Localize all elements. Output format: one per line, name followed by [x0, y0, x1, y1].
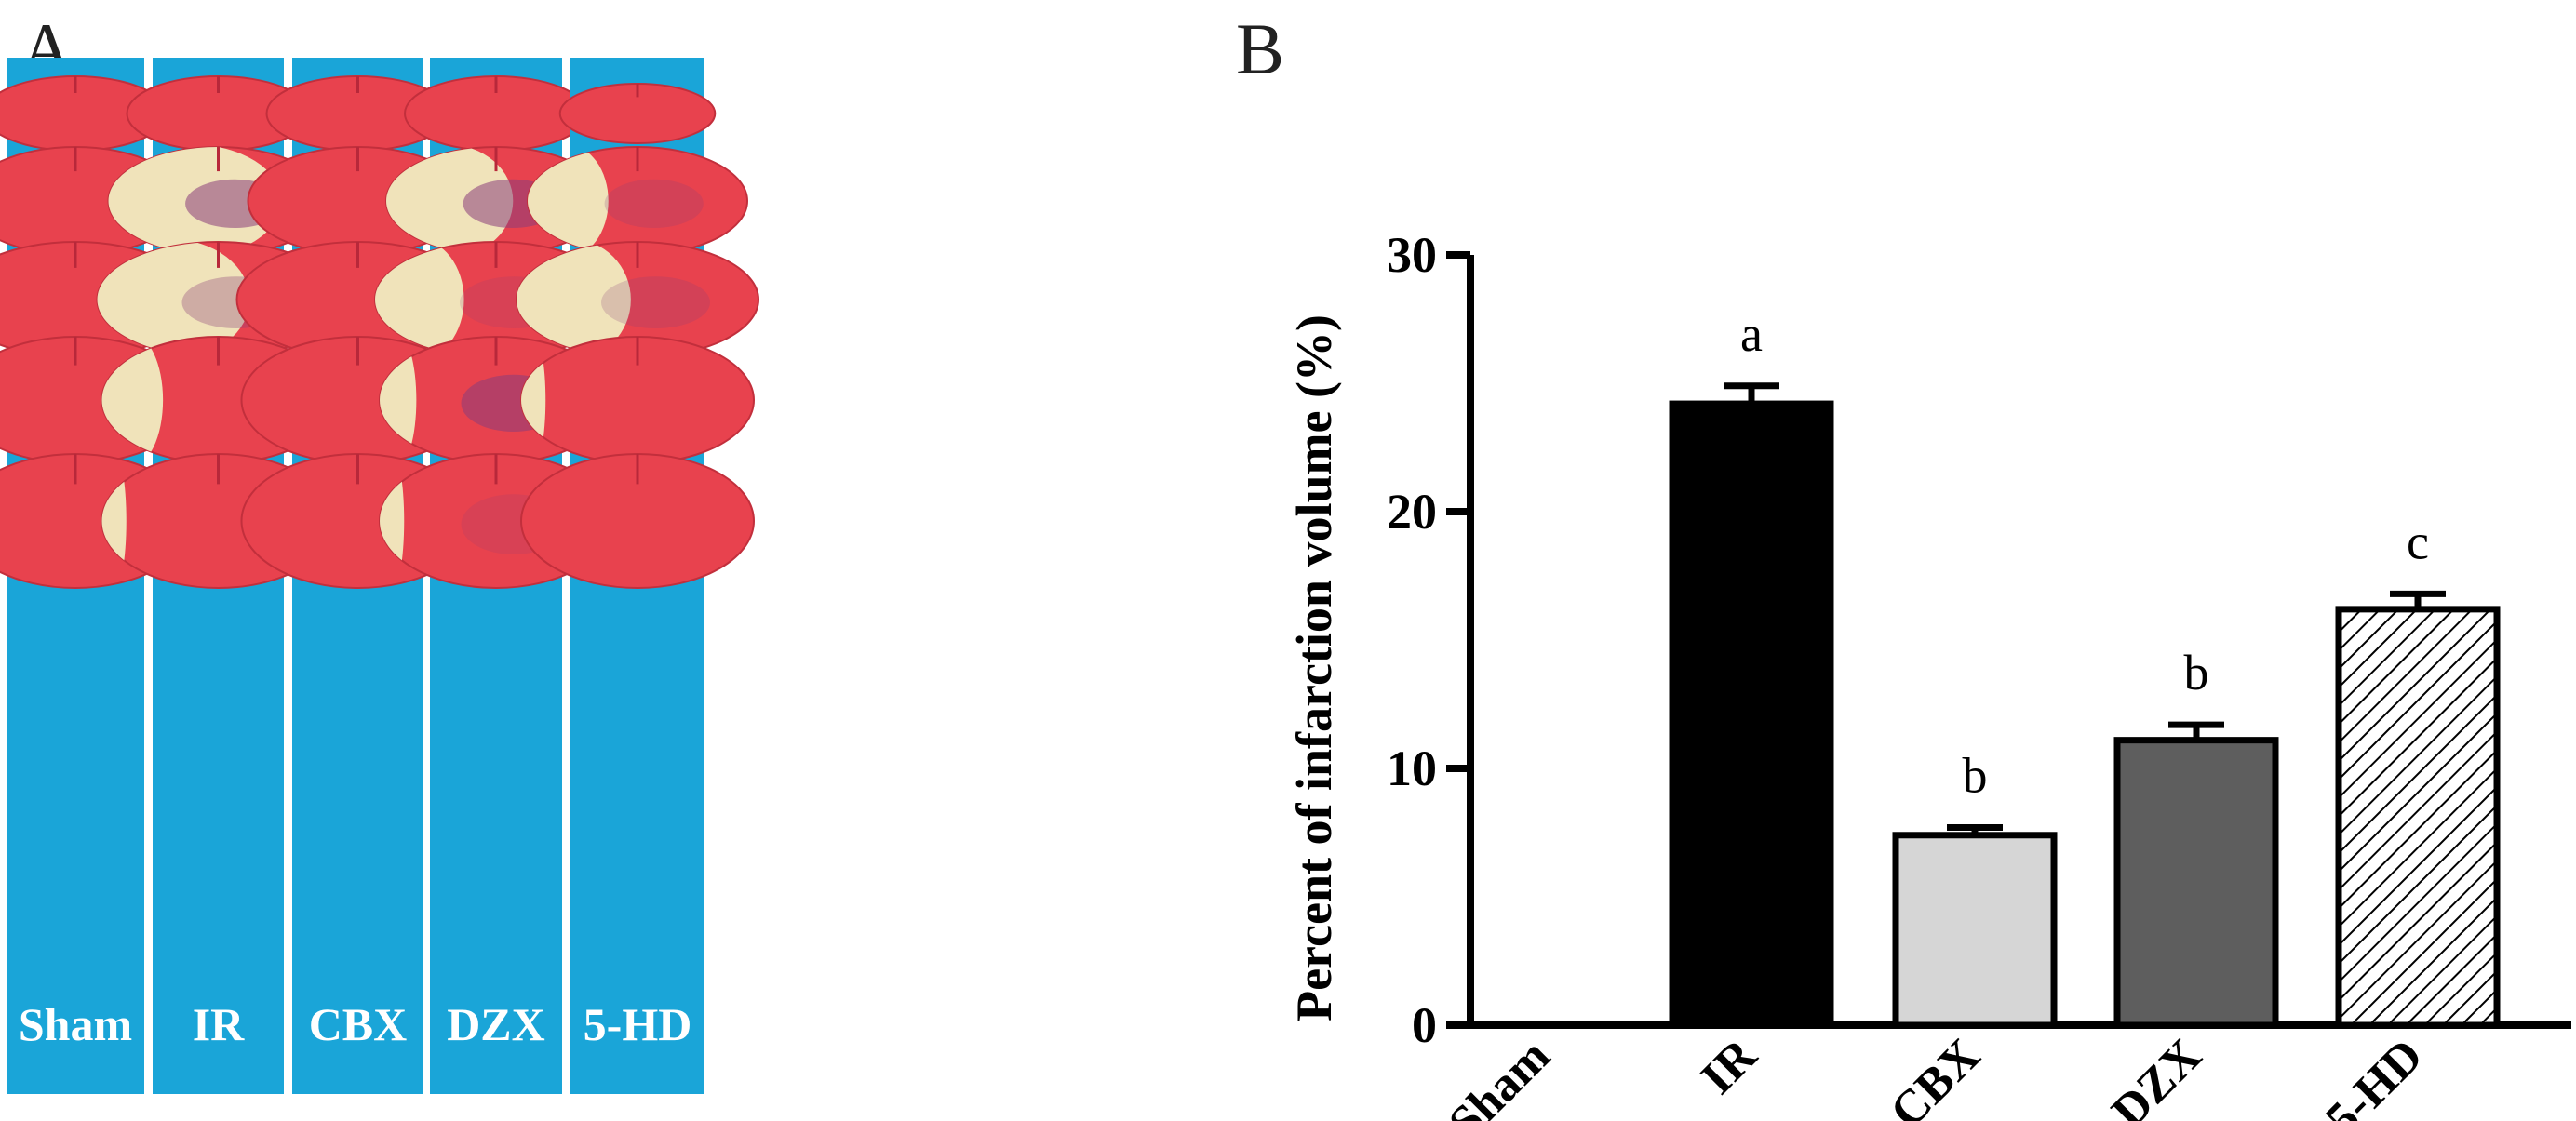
y-tick-label: 0: [1412, 997, 1437, 1053]
error-bar-ir: [1724, 382, 1779, 405]
bar-cbx: [1892, 832, 2058, 1029]
group-label-sham: Sham: [19, 998, 132, 1050]
y-tick-label: 10: [1387, 741, 1437, 796]
brain-slice: [520, 453, 755, 589]
y-axis-label: Percent of infarction volume (%): [1286, 314, 1342, 1021]
significance-label-ir: a: [1740, 306, 1763, 362]
group-label-cbx: CBX: [309, 998, 408, 1050]
significance-label-5-hd: c: [2407, 514, 2429, 569]
error-bar-cbx: [1947, 823, 2003, 835]
group-label-5-hd: 5-HD: [584, 998, 692, 1050]
brain-slice: [558, 83, 717, 144]
x-tick-label-5-hd: 5-HD: [2315, 1029, 2433, 1121]
infarction-volume-chart: 0 10 20 30 Percent of infarction volume (%) S…: [1286, 227, 2571, 1121]
x-tick-label-dzx: DZX: [2102, 1029, 2212, 1121]
y-tick-label: 30: [1387, 227, 1437, 283]
brain-slice: [527, 146, 748, 256]
brain-slices-photo: Sham IR CBX DZX 5-HD: [0, 58, 759, 1094]
significance-label-cbx: b: [1963, 747, 1988, 803]
panel-a-brain-slices: A Sham IR CBX DZX 5-HD: [0, 0, 1238, 1121]
error-bar-5-hd: [2390, 590, 2446, 609]
y-tick-label: 20: [1387, 484, 1437, 540]
significance-label-dzx: b: [2184, 645, 2209, 701]
x-tick-label-cbx: CBX: [1881, 1029, 1991, 1121]
group-label-ir: IR: [193, 998, 245, 1050]
bar-dzx: [2113, 737, 2279, 1029]
bar-5-hd: [2335, 606, 2501, 1029]
panel-b-bar-chart: B 0 10 20 30 Percent of infarction volume (%…: [1236, 0, 2576, 1121]
x-tick-label-ir: IR: [1691, 1028, 1767, 1104]
error-bar-dzx: [2168, 721, 2224, 741]
bar-ir: [1669, 400, 1834, 1029]
x-tick-label-sham: Sham: [1439, 1029, 1560, 1121]
panel-b-letter: B: [1236, 8, 1285, 89]
group-label-dzx: DZX: [447, 998, 545, 1050]
